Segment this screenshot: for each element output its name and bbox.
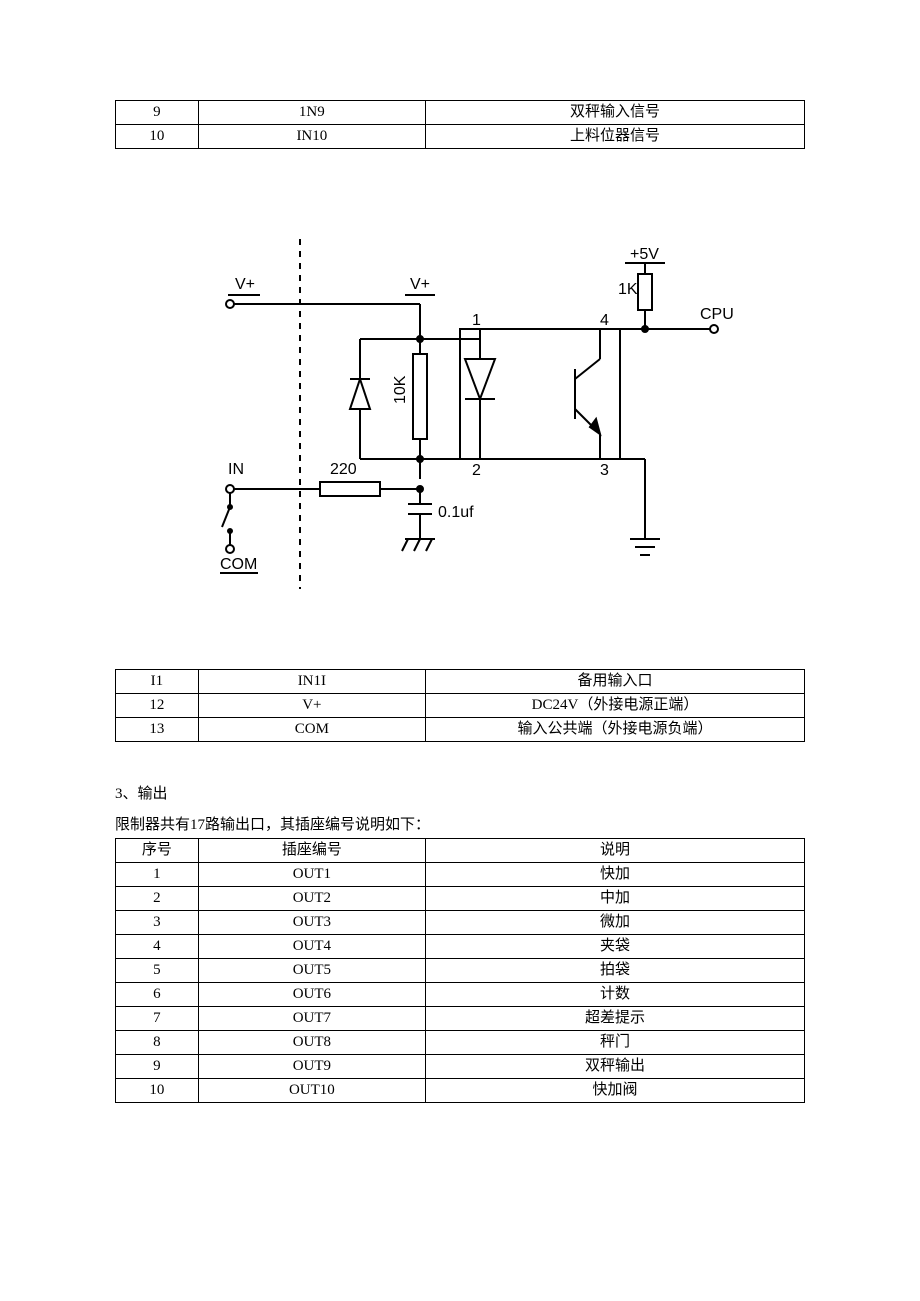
cell-no: 9 (116, 1055, 199, 1079)
cell-socket: COM (198, 718, 425, 742)
cell-desc: 双秤输入信号 (426, 101, 805, 125)
cell-socket: OUT7 (198, 1007, 425, 1031)
label-vplus-mid: V+ (410, 276, 430, 293)
cell-socket: OUT4 (198, 935, 425, 959)
cell-desc: 秤门 (426, 1031, 805, 1055)
cell-no: 2 (116, 887, 199, 911)
capacitor-icon: 0.1uf (408, 489, 474, 539)
cell-no: I1 (116, 670, 199, 694)
cell-socket: IN10 (198, 125, 425, 149)
cell-desc: 微加 (426, 911, 805, 935)
table-row: 13 COM 输入公共端（外接电源负端） (116, 718, 805, 742)
label-vplus: V+ (235, 276, 255, 293)
cell-socket: IN1I (198, 670, 425, 694)
table-row: 7 OUT7 超差提示 (116, 1007, 805, 1031)
circuit-diagram-container: V+ V+ (115, 239, 805, 609)
cell-no: 6 (116, 983, 199, 1007)
table-row: 10 IN10 上料位器信号 (116, 125, 805, 149)
cell-socket: OUT2 (198, 887, 425, 911)
cell-desc: 上料位器信号 (426, 125, 805, 149)
header-desc: 说明 (426, 839, 805, 863)
table-row: 4 OUT4 夹袋 (116, 935, 805, 959)
resistor-220-icon: 220 (234, 461, 420, 496)
cell-no: 7 (116, 1007, 199, 1031)
cell-desc: 拍袋 (426, 959, 805, 983)
table-row: 1 OUT1 快加 (116, 863, 805, 887)
cell-no: 5 (116, 959, 199, 983)
cell-socket: V+ (198, 694, 425, 718)
svg-text:10K: 10K (392, 375, 409, 404)
cell-desc: 备用输入口 (426, 670, 805, 694)
table-row: I1 IN1I 备用输入口 (116, 670, 805, 694)
svg-text:220: 220 (330, 461, 357, 478)
cell-socket: 1N9 (198, 101, 425, 125)
cell-no: 10 (116, 125, 199, 149)
input-table-part2: I1 IN1I 备用输入口 12 V+ DC24V（外接电源正端） 13 COM… (115, 669, 805, 742)
diode-icon (350, 354, 370, 439)
cell-no: 10 (116, 1079, 199, 1103)
cell-socket: OUT8 (198, 1031, 425, 1055)
cell-desc: 超差提示 (426, 1007, 805, 1031)
table-row: 3 OUT3 微加 (116, 911, 805, 935)
cell-desc: 输入公共端（外接电源负端） (426, 718, 805, 742)
section-subtitle: 限制器共有17路输出口，其插座编号说明如下： (115, 813, 805, 834)
table-row: 6 OUT6 计数 (116, 983, 805, 1007)
cell-socket: OUT9 (198, 1055, 425, 1079)
cell-no: 4 (116, 935, 199, 959)
resistor-10k-icon: 10K (392, 354, 427, 439)
cell-desc: 夹袋 (426, 935, 805, 959)
cell-desc: 快加 (426, 863, 805, 887)
cell-desc: 快加阀 (426, 1079, 805, 1103)
pin-1: 1 (472, 312, 481, 329)
pin-4: 4 (600, 312, 609, 329)
chassis-ground-icon (402, 539, 435, 551)
cell-desc: 双秤输出 (426, 1055, 805, 1079)
table-row: 9 1N9 双秤输入信号 (116, 101, 805, 125)
cell-no: 13 (116, 718, 199, 742)
header-no: 序号 (116, 839, 199, 863)
table-header-row: 序号 插座编号 说明 (116, 839, 805, 863)
section-title: 3、输出 (115, 782, 805, 803)
cell-desc: 中加 (426, 887, 805, 911)
input-table-part1: 9 1N9 双秤输入信号 10 IN10 上料位器信号 (115, 100, 805, 149)
cell-no: 3 (116, 911, 199, 935)
cell-socket: OUT3 (198, 911, 425, 935)
label-5v: +5V (630, 246, 659, 263)
pin-3: 3 (600, 462, 609, 479)
output-table: 序号 插座编号 说明 1 OUT1 快加 2 OUT2 中加 3 OUT3 微加… (115, 838, 805, 1103)
label-cpu: CPU (700, 306, 734, 323)
pin-2: 2 (472, 462, 481, 479)
table-row: 8 OUT8 秤门 (116, 1031, 805, 1055)
cell-desc: DC24V（外接电源正端） (426, 694, 805, 718)
table-row: 5 OUT5 拍袋 (116, 959, 805, 983)
cell-socket: OUT1 (198, 863, 425, 887)
table-row: 10 OUT10 快加阀 (116, 1079, 805, 1103)
cell-no: 12 (116, 694, 199, 718)
cell-socket: OUT5 (198, 959, 425, 983)
header-socket: 插座编号 (198, 839, 425, 863)
earth-ground-icon (630, 539, 660, 555)
cell-no: 1 (116, 863, 199, 887)
resistor-1k-icon: 1K (618, 274, 652, 310)
label-com: COM (220, 556, 257, 573)
circuit-diagram: V+ V+ (180, 239, 740, 609)
cell-socket: OUT10 (198, 1079, 425, 1103)
table-row: 2 OUT2 中加 (116, 887, 805, 911)
label-in: IN (228, 461, 244, 478)
cell-desc: 计数 (426, 983, 805, 1007)
cell-no: 9 (116, 101, 199, 125)
svg-text:0.1uf: 0.1uf (438, 504, 474, 521)
table-row: 9 OUT9 双秤输出 (116, 1055, 805, 1079)
svg-text:1K: 1K (618, 281, 638, 298)
table-row: 12 V+ DC24V（外接电源正端） (116, 694, 805, 718)
cell-socket: OUT6 (198, 983, 425, 1007)
cell-no: 8 (116, 1031, 199, 1055)
